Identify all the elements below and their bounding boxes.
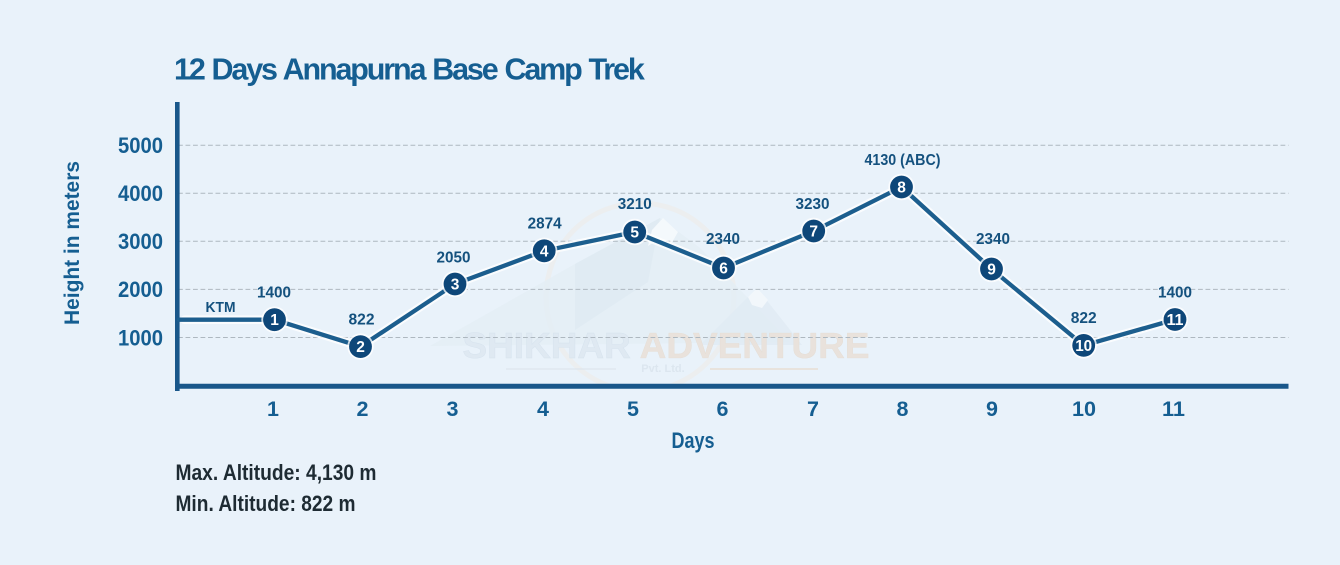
- svg-text:1: 1: [267, 397, 279, 421]
- svg-text:4: 4: [537, 397, 549, 421]
- svg-text:3: 3: [451, 277, 460, 294]
- svg-text:7: 7: [807, 397, 819, 421]
- svg-text:4: 4: [540, 243, 549, 260]
- svg-text:11: 11: [1167, 312, 1184, 329]
- svg-text:7: 7: [809, 224, 818, 241]
- svg-text:6: 6: [719, 261, 728, 278]
- svg-text:6: 6: [717, 397, 729, 421]
- svg-text:3000: 3000: [118, 229, 163, 254]
- svg-text:Min. Altitude: 822 m: Min. Altitude: 822 m: [176, 491, 356, 516]
- svg-text:Max. Altitude: 4,130 m: Max. Altitude: 4,130 m: [176, 460, 377, 485]
- svg-text:8: 8: [897, 397, 909, 421]
- svg-text:1000: 1000: [118, 325, 163, 350]
- svg-text:4130 (ABC): 4130 (ABC): [865, 152, 941, 169]
- svg-text:1400: 1400: [1158, 285, 1192, 302]
- svg-text:10: 10: [1072, 397, 1096, 421]
- svg-text:8: 8: [897, 180, 906, 197]
- svg-text:2: 2: [357, 397, 369, 421]
- svg-text:9: 9: [987, 262, 996, 279]
- svg-text:5: 5: [630, 225, 639, 242]
- svg-text:12 Days Annapurna Base Camp Tr: 12 Days Annapurna Base Camp Trek: [174, 53, 645, 87]
- svg-text:2340: 2340: [706, 231, 740, 248]
- svg-text:SHIKHAR ADVENTURE: SHIKHAR ADVENTURE: [463, 325, 870, 366]
- svg-text:1: 1: [270, 312, 279, 329]
- svg-text:3: 3: [447, 397, 459, 421]
- svg-text:2: 2: [356, 339, 365, 356]
- svg-text:4000: 4000: [118, 181, 163, 206]
- svg-text:5: 5: [627, 397, 639, 421]
- svg-text:Pvt. Ltd.: Pvt. Ltd.: [641, 363, 684, 375]
- svg-text:822: 822: [349, 312, 375, 329]
- svg-text:2000: 2000: [118, 277, 163, 302]
- svg-text:10: 10: [1075, 338, 1092, 355]
- svg-text:2050: 2050: [437, 250, 471, 267]
- svg-text:1400: 1400: [257, 285, 291, 302]
- svg-text:Days: Days: [672, 428, 715, 453]
- svg-text:3210: 3210: [618, 196, 652, 213]
- svg-text:9: 9: [986, 397, 998, 421]
- svg-text:3230: 3230: [796, 196, 830, 213]
- svg-text:822: 822: [1071, 310, 1097, 327]
- svg-text:Height in meters: Height in meters: [61, 161, 84, 325]
- svg-text:2340: 2340: [976, 231, 1010, 248]
- svg-text:KTM: KTM: [206, 300, 236, 316]
- svg-text:2874: 2874: [528, 216, 562, 233]
- svg-text:11: 11: [1162, 397, 1185, 421]
- svg-text:5000: 5000: [118, 133, 163, 158]
